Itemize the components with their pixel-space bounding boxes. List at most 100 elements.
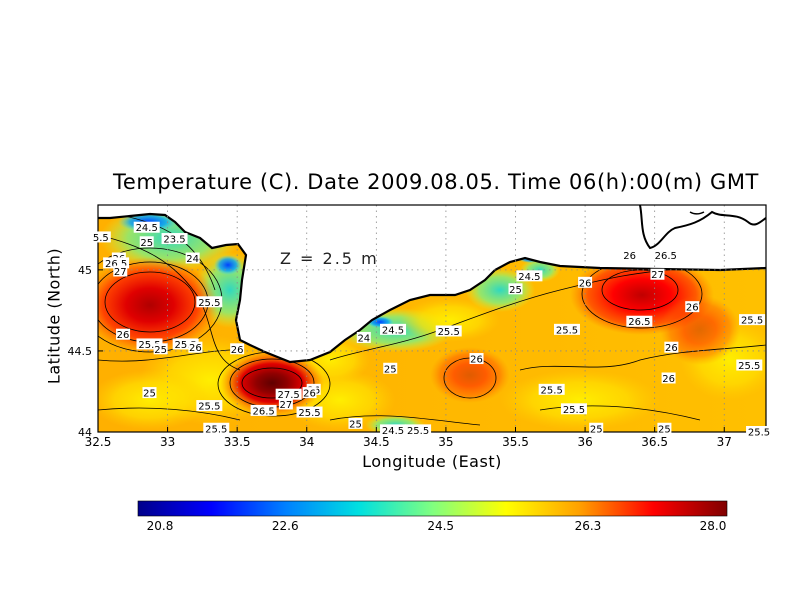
colorbar-label: 24.5 (427, 519, 455, 533)
svg-text:24.5: 24.5 (382, 426, 404, 437)
svg-text:26: 26 (665, 343, 678, 354)
svg-text:26: 26 (579, 278, 592, 289)
svg-text:25.5: 25.5 (138, 340, 160, 351)
contour-label: 25.5 (553, 323, 580, 336)
x-tick-label: 34 (299, 435, 314, 449)
contour-label: 26.5 (103, 257, 130, 270)
contour-label: 26.5 (652, 249, 679, 262)
contour-label: 24 (356, 331, 371, 344)
contour-label: 26 (685, 301, 700, 314)
svg-text:26.5: 26.5 (628, 317, 650, 328)
contour-label: 25.5 (172, 338, 199, 351)
x-tick-label: 36 (577, 435, 592, 449)
svg-text:26.5: 26.5 (105, 259, 127, 270)
svg-text:25: 25 (590, 424, 603, 435)
contour-label: 25.5 (296, 406, 323, 419)
contour-label: 26 (578, 276, 593, 289)
contour-label: 25 (589, 422, 604, 435)
svg-text:25.5: 25.5 (438, 327, 460, 338)
svg-text:25.5: 25.5 (741, 316, 763, 327)
svg-text:26: 26 (623, 251, 636, 262)
plot-frame (97, 204, 767, 433)
contour-label: 26 (664, 341, 679, 354)
svg-text:25.5: 25.5 (198, 402, 220, 413)
contour-label: 26 (469, 353, 484, 366)
svg-text:25: 25 (658, 424, 671, 435)
svg-text:25.5: 25.5 (556, 325, 578, 336)
svg-text:25.5: 25.5 (175, 340, 197, 351)
svg-text:26: 26 (117, 330, 130, 341)
contour-label: 25.5 (196, 400, 223, 413)
contour-label: 25 (383, 362, 398, 375)
colorbar-label: 28.0 (699, 519, 727, 533)
contour-label: 25.5 (538, 383, 565, 396)
x-tick-label: 35.5 (502, 435, 529, 449)
contour-label: 25.5 (736, 359, 763, 372)
svg-text:26: 26 (189, 343, 202, 354)
colorbar-label: 26.3 (574, 519, 602, 533)
land-mass (98, 205, 766, 364)
contour-label: 26 (302, 387, 317, 400)
y-axis-label: Latitude (North) (44, 247, 64, 385)
contour-label: 25.5 (746, 426, 773, 439)
contour-label: 27 (113, 265, 128, 278)
contour-label: 25.5 (405, 424, 432, 437)
svg-text:24: 24 (357, 333, 370, 344)
contour-label: 24 (185, 252, 200, 265)
contour-label: 27 (278, 398, 293, 411)
x-tick-label: 35 (438, 435, 453, 449)
colorbar (137, 500, 728, 517)
svg-text:25.5: 25.5 (407, 426, 429, 437)
svg-text:25.5: 25.5 (738, 361, 760, 372)
contour-label: 25 (508, 283, 523, 296)
contour-label: 25.5 (203, 422, 230, 435)
svg-text:24.5: 24.5 (518, 272, 540, 283)
contour-label: 25 (153, 343, 168, 356)
contour-label: 25 (139, 236, 154, 249)
contour-label: 26.5 (250, 404, 277, 417)
x-tick-label: 33 (160, 435, 175, 449)
svg-text:26: 26 (470, 355, 483, 366)
x-tick-label: 32.5 (85, 435, 112, 449)
contour-label: 23.5 (161, 233, 188, 246)
svg-text:25.5: 25.5 (748, 428, 770, 439)
svg-text:26.5: 26.5 (655, 251, 677, 262)
svg-text:27: 27 (114, 267, 127, 278)
x-tick-label: 34.5 (363, 435, 390, 449)
contour-label: 5.5 (90, 231, 111, 244)
contour-label: 26.5 (626, 315, 653, 328)
svg-text:25.5: 25.5 (563, 405, 585, 416)
svg-text:26: 26 (686, 303, 699, 314)
svg-text:27: 27 (651, 270, 664, 281)
colorbar-label: 22.6 (271, 519, 299, 533)
svg-text:25.5: 25.5 (205, 424, 227, 435)
map-title: Temperature (C). Date 2009.08.05. Time 0… (113, 170, 759, 194)
svg-text:24.5: 24.5 (136, 223, 158, 234)
svg-text:26.5: 26.5 (252, 406, 274, 417)
contour-label: 27.5 (275, 388, 302, 401)
contour-label: 24.5 (380, 323, 407, 336)
svg-text:26: 26 (231, 345, 244, 356)
svg-text:26: 26 (303, 389, 316, 400)
contour-label: 25 (142, 387, 157, 400)
contour-label: 26 (116, 328, 131, 341)
contour-label: 24.5 (380, 424, 407, 437)
svg-text:25: 25 (384, 364, 397, 375)
svg-text:23.5: 23.5 (163, 235, 185, 246)
x-tick-label: 33.5 (224, 435, 251, 449)
contour-label: 25.5 (136, 338, 163, 351)
svg-text:5.5: 5.5 (93, 233, 109, 244)
svg-text:27.5: 27.5 (278, 390, 300, 401)
contour-label: 26 (188, 341, 203, 354)
svg-text:25: 25 (509, 285, 522, 296)
contour-label: 26 (230, 343, 245, 356)
depth-label: Z = 2.5 m (280, 249, 379, 268)
svg-text:25: 25 (349, 419, 362, 430)
x-axis-ticks: 32.5 33 33.5 34 34.5 35 35.5 36 36.5 37 (85, 427, 732, 449)
contour-label: 24.5 (133, 221, 160, 234)
contour-label: 25.5 (560, 403, 587, 416)
contour-label: 27 (650, 268, 665, 281)
contour-label: 24.5 (516, 270, 543, 283)
svg-text:25.5: 25.5 (198, 298, 220, 309)
svg-text:24: 24 (186, 254, 199, 265)
